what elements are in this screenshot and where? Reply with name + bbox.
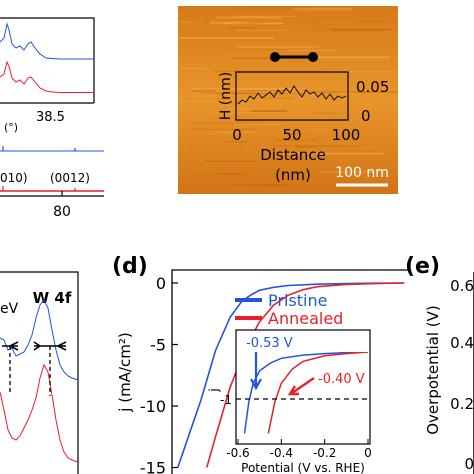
panel-d-y-tick-label: -5 bbox=[150, 336, 166, 355]
panel-b: H (nm) 0.05 0 0 50 100 Distance (nm) 100… bbox=[178, 6, 398, 194]
inset-y-label: j bbox=[207, 388, 221, 392]
inset-x-tick-label: -0.4 bbox=[270, 446, 293, 460]
panel-c-title: W 4f bbox=[33, 289, 72, 307]
panel-a-x-tick-80: 80 bbox=[53, 204, 71, 220]
afm-y-tick-0.05: 0.05 bbox=[356, 78, 389, 96]
panel-a-frame bbox=[0, 17, 95, 103]
afm-x-tick-100: 100 bbox=[332, 126, 361, 144]
inset-x-ticks: -0.6 -0.4 -0.2 0 bbox=[226, 439, 372, 460]
inset-x-tick-label: -0.6 bbox=[226, 446, 249, 460]
panel-c-red-trace bbox=[0, 363, 79, 463]
panel-c-frame bbox=[0, 271, 79, 474]
inset-x-tick-label: 0 bbox=[364, 446, 372, 460]
series-line-annealed bbox=[206, 282, 405, 468]
panel-a-blue-trace bbox=[0, 22, 94, 60]
panel-e-y-tick-0.4: 0.4 bbox=[450, 334, 474, 352]
afm-y-label: H (nm) bbox=[218, 72, 234, 120]
afm-x-label: Distance bbox=[260, 146, 326, 164]
panel-d-series bbox=[177, 282, 405, 468]
inset-annotation-pristine: -0.53 V bbox=[246, 336, 293, 351]
panel-a: (°) 38.5 010) (0012) 80 bbox=[0, 17, 104, 220]
panel-d-y-label: j (mA/cm²) bbox=[116, 332, 134, 412]
series-line-pristine bbox=[177, 282, 405, 468]
panel-d: (d) 0-5-10-15 j (mA/cm²) Pristine Anneal… bbox=[112, 254, 410, 474]
legend-label-pristine: Pristine bbox=[268, 291, 327, 310]
afm-profile-box bbox=[235, 71, 349, 121]
afm-x-unit: (nm) bbox=[275, 166, 311, 184]
panel-d-y-tick-label: -15 bbox=[140, 459, 166, 474]
afm-streaks bbox=[178, 6, 398, 187]
inset-arrow-annealed bbox=[287, 377, 315, 396]
afm-y-tick-0: 0 bbox=[361, 107, 371, 125]
panel-e: (e) Overpotential (V) 0.6 0.4 0.2 0 bbox=[405, 254, 474, 474]
afm-image bbox=[178, 6, 398, 194]
panel-a-red-trace bbox=[0, 60, 94, 93]
inset-x-tick-label: -0.2 bbox=[313, 446, 336, 460]
panel-a-peak-010: 010) bbox=[0, 171, 28, 185]
legend-label-annealed: Annealed bbox=[268, 309, 343, 328]
panel-d-y-ticks: 0 -5 -10 -15 bbox=[140, 274, 178, 474]
panel-e-y-tick-0.2: 0.2 bbox=[450, 395, 474, 413]
panel-e-label: (e) bbox=[405, 254, 440, 279]
inset-annotation-annealed: -0.40 V bbox=[318, 372, 365, 387]
panel-a-red-tick bbox=[2, 186, 76, 191]
panel-e-y-label: Overpotential (V) bbox=[424, 305, 442, 435]
inset-frame bbox=[235, 329, 371, 445]
panel-a-peak-label: 38.5 bbox=[36, 110, 65, 125]
panel-e-y-tick-0.6: 0.6 bbox=[450, 277, 474, 295]
panel-d-y-tick-label: -10 bbox=[140, 397, 166, 416]
panel-c-annotation: eV bbox=[0, 301, 19, 317]
afm-scale-bar-label: 100 nm bbox=[335, 165, 389, 181]
panel-a-peak-0012: (0012) bbox=[50, 171, 90, 185]
panel-a-blue-tick bbox=[2, 146, 76, 151]
panel-d-legend: Pristine Annealed bbox=[235, 291, 343, 328]
afm-profile-trace bbox=[237, 85, 347, 105]
panel-c-arrows bbox=[2, 341, 67, 351]
inset-x-label: Potential (V vs. RHE) bbox=[241, 461, 365, 474]
panel-c-guides bbox=[9, 346, 51, 396]
panel-a-x-axis bbox=[0, 191, 104, 197]
panel-c-blue-trace bbox=[0, 299, 79, 381]
panel-d-label: (d) bbox=[112, 254, 148, 279]
afm-x-tick-0: 0 bbox=[232, 126, 242, 144]
afm-x-tick-50: 50 bbox=[282, 126, 301, 144]
inset-arrow-pristine bbox=[250, 352, 262, 391]
panel-e-y-tick-0: 0 bbox=[464, 455, 474, 473]
panel-d-y-tick-label: 0 bbox=[156, 274, 166, 293]
inset-line-pristine bbox=[243, 352, 369, 434]
panel-c: W 4f eV bbox=[0, 271, 79, 474]
inset-y-tick-minus1: -1 bbox=[220, 393, 232, 407]
panel-a-angle-unit: (°) bbox=[4, 121, 18, 134]
panel-d-inset: -0.6 -0.4 -0.2 0 -1 j Potential (V vs. RHE)… bbox=[207, 329, 372, 474]
afm-line-marker bbox=[270, 52, 318, 62]
